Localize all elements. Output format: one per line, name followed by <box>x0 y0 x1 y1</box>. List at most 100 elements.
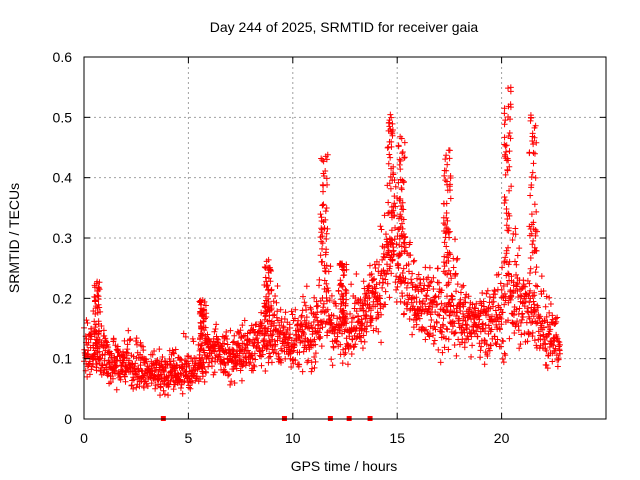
data-point <box>389 209 396 216</box>
data-point <box>477 354 484 361</box>
data-point <box>531 201 538 208</box>
data-point <box>391 236 398 243</box>
data-point <box>401 247 408 254</box>
data-point <box>105 344 112 351</box>
data-point <box>251 350 258 357</box>
data-point <box>400 216 407 223</box>
data-point <box>528 319 535 326</box>
data-point <box>401 310 408 317</box>
data-point <box>514 318 521 325</box>
data-point <box>319 245 326 252</box>
data-point <box>402 233 409 240</box>
data-point <box>503 205 510 212</box>
data-point <box>526 290 533 297</box>
x-axis-label: GPS time / hours <box>291 458 398 474</box>
data-point <box>506 163 513 170</box>
data-point <box>323 235 330 242</box>
data-point <box>532 307 539 314</box>
data-point <box>276 322 283 329</box>
data-point <box>241 317 248 324</box>
data-point <box>441 172 448 179</box>
data-point <box>415 312 422 319</box>
data-point <box>460 282 467 289</box>
data-point <box>508 183 515 190</box>
data-point <box>358 316 365 323</box>
data-point <box>274 308 281 315</box>
data-point <box>208 363 215 370</box>
data-point <box>531 248 538 255</box>
data-point <box>317 234 324 241</box>
data-point <box>435 293 442 300</box>
data-point <box>416 315 423 322</box>
data-point <box>261 310 268 317</box>
data-point <box>431 294 438 301</box>
data-point <box>268 359 275 366</box>
data-point <box>500 359 507 366</box>
data-point <box>517 319 524 326</box>
data-point <box>241 340 248 347</box>
data-point <box>360 307 367 314</box>
data-point <box>518 316 525 323</box>
data-point <box>440 322 447 329</box>
data-point <box>112 362 119 369</box>
data-point <box>367 307 374 314</box>
data-point <box>421 327 428 334</box>
data-point <box>501 290 508 297</box>
data-point <box>538 273 545 280</box>
data-point <box>195 341 202 348</box>
data-point <box>441 263 448 270</box>
data-point <box>299 293 306 300</box>
data-point <box>526 270 533 277</box>
data-point <box>524 308 531 315</box>
data-point <box>160 387 167 394</box>
data-point <box>404 301 411 308</box>
data-point <box>395 142 402 149</box>
data-point <box>341 313 348 320</box>
data-point <box>513 271 520 278</box>
data-point <box>148 380 155 387</box>
data-point <box>103 366 110 373</box>
data-point <box>137 362 144 369</box>
data-point <box>262 368 269 375</box>
data-point <box>533 139 540 146</box>
data-point <box>320 201 327 208</box>
data-point <box>340 307 347 314</box>
data-point <box>272 292 279 299</box>
data-point <box>382 231 389 238</box>
data-point <box>495 271 502 278</box>
data-point <box>202 339 209 346</box>
data-point <box>335 287 342 294</box>
data-point <box>440 214 447 221</box>
data-point <box>110 335 117 342</box>
data-point <box>391 200 398 207</box>
data-point <box>501 258 508 265</box>
data-point <box>504 166 511 173</box>
data-point <box>310 319 317 326</box>
data-point <box>96 279 103 286</box>
data-point <box>445 281 452 288</box>
data-point <box>472 305 479 312</box>
data-point <box>498 321 505 328</box>
data-point <box>268 267 275 274</box>
data-point <box>407 239 414 246</box>
data-point <box>481 361 488 368</box>
y-tick-label: 0.1 <box>53 351 73 367</box>
data-point <box>469 323 476 330</box>
data-point <box>469 342 476 349</box>
data-point <box>484 287 491 294</box>
data-point <box>465 293 472 300</box>
data-point <box>537 313 544 320</box>
data-point <box>347 310 354 317</box>
data-point <box>140 384 147 391</box>
data-point <box>203 314 210 321</box>
data-point <box>349 326 356 333</box>
data-point <box>316 276 323 283</box>
data-point <box>506 187 513 194</box>
data-point <box>430 332 437 339</box>
data-point <box>324 181 331 188</box>
data-point <box>471 304 478 311</box>
data-point <box>499 264 506 271</box>
data-point <box>389 120 396 127</box>
data-point <box>531 306 538 313</box>
data-point <box>433 301 440 308</box>
